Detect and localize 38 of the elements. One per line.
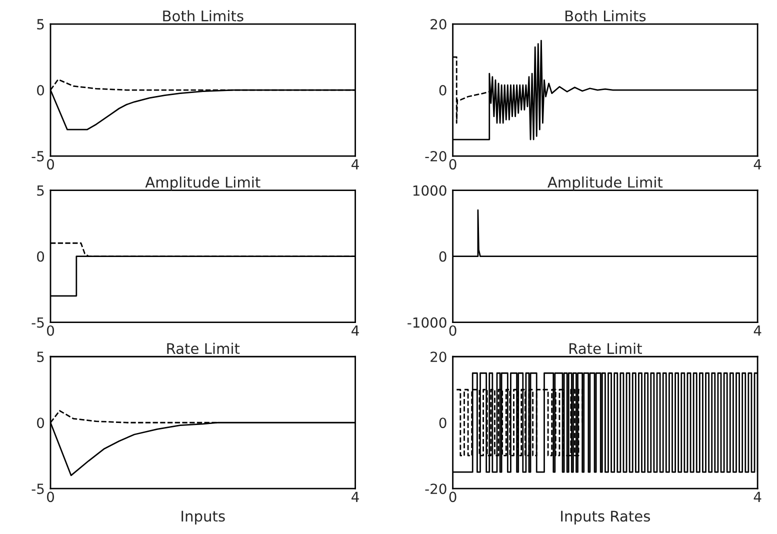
y-tick-label: -5 — [32, 317, 44, 328]
chart-title: Amplitude Limit — [145, 176, 260, 191]
y-tick-label: 0 — [439, 418, 446, 428]
y-tick-label: -5 — [32, 484, 44, 494]
chart-title: Rate Limit — [570, 342, 642, 354]
y-tick-label: 20 — [430, 19, 446, 30]
x-axis-title: Inputs — [182, 510, 225, 524]
y-tick-label: 0 — [37, 418, 44, 428]
x-axis-title: Inputs Rates — [561, 510, 650, 524]
y-tick-label: 5 — [37, 185, 44, 196]
y-tick-label: 1000 — [413, 185, 446, 196]
x-tick-label: 4 — [352, 159, 359, 170]
y-tick-label: 5 — [37, 19, 44, 30]
x-tick-label: 0 — [47, 492, 54, 502]
x-tick-label: 0 — [449, 159, 456, 170]
chart-title: Amplitude Limit — [548, 176, 663, 191]
y-tick-label: 0 — [439, 251, 446, 262]
x-tick-label: 4 — [352, 492, 359, 502]
y-tick-label: -5 — [32, 151, 44, 162]
chart-title: Rate Limit — [167, 342, 240, 354]
x-tick-label: 0 — [47, 159, 54, 170]
y-tick-label: -20 — [425, 484, 446, 494]
x-tick-label: 4 — [352, 326, 359, 336]
y-tick-label: 0 — [37, 251, 44, 262]
y-tick-label: 5 — [37, 352, 44, 362]
y-tick-label: 0 — [439, 84, 446, 96]
y-tick-label: -20 — [425, 150, 446, 162]
x-tick-label: 0 — [449, 325, 456, 336]
x-tick-label: 0 — [449, 492, 456, 502]
x-tick-label: 0 — [47, 325, 54, 336]
y-tick-label: -1000 — [408, 317, 446, 328]
y-tick-label: 0 — [37, 84, 44, 96]
x-tick-label: 4 — [754, 159, 762, 170]
x-tick-label: 4 — [754, 326, 762, 336]
chart-title: Both Limits — [565, 10, 646, 22]
chart-title: Both Limits — [163, 10, 244, 22]
x-tick-label: 4 — [754, 492, 762, 502]
y-tick-label: 20 — [430, 352, 446, 362]
